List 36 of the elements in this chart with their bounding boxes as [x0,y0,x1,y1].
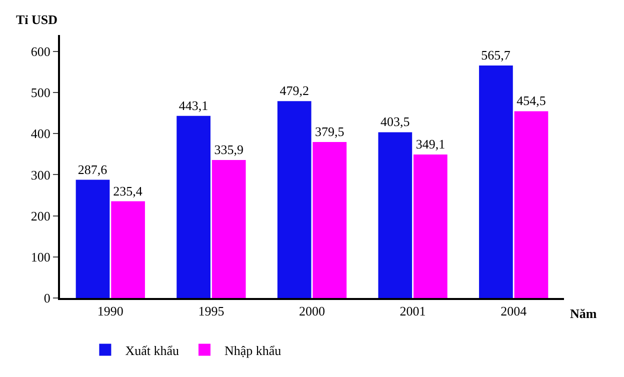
bar [277,101,312,298]
y-tick-label: 0 [44,290,50,306]
bar [479,66,513,298]
bar [176,116,210,298]
data-label: 454,5 [516,93,546,108]
legend-label: Xuất khẩu [125,342,180,358]
data-label: 349,1 [416,136,446,152]
bar [414,154,448,298]
y-tick-label: 300 [30,167,50,182]
bar [378,132,412,298]
bar [514,111,548,298]
bar [212,160,246,298]
data-label: 235,4 [113,183,143,198]
y-tick-label: 100 [30,249,50,264]
data-label: 335,9 [214,142,244,157]
legend-label: Nhập khẩu [224,342,282,358]
y-tick-label: 600 [30,44,50,59]
x-tick-label: 1995 [198,304,224,319]
y-tick-label: 200 [30,208,50,224]
bar [111,201,145,298]
x-tick-label: 2004 [500,304,528,319]
x-tick-label: 2000 [299,304,325,319]
y-tick-label: 500 [30,85,50,100]
data-label: 479,2 [280,83,309,98]
x-tick-label: 1990 [97,304,124,319]
bar [312,142,347,298]
data-label: 565,7 [481,48,511,63]
bar [76,180,110,298]
data-label: 403,5 [380,114,410,130]
y-axis-title: Tỉ USD [16,12,58,27]
data-label: 443,1 [178,98,208,113]
x-tick-label: 2001 [400,304,426,319]
y-tick-label: 400 [30,126,50,142]
data-label: 287,6 [78,162,108,177]
x-axis-title: Năm [570,306,597,321]
data-label: 379,5 [315,124,344,140]
